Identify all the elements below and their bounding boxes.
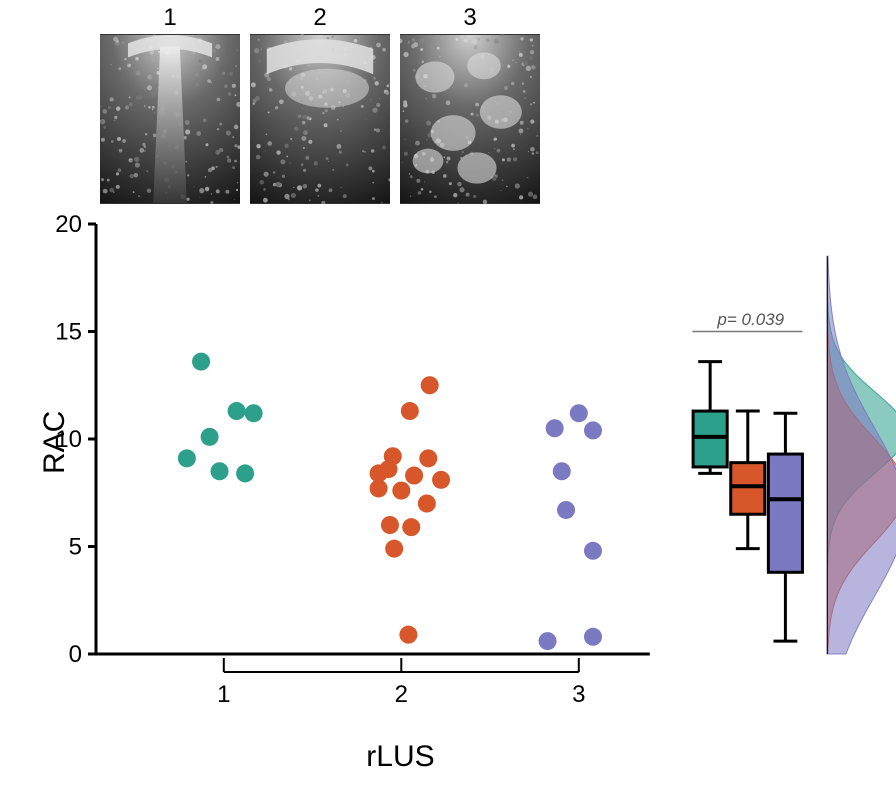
jitter-point (385, 540, 403, 558)
jitter-point (418, 495, 436, 513)
thumbnail-cell: 1 (100, 4, 240, 204)
thumbnail-label: 1 (163, 4, 176, 32)
jitter-point (399, 626, 417, 644)
box (768, 454, 802, 572)
x-axis-label: rLUS (366, 740, 434, 774)
ultrasound-thumbnail (100, 34, 240, 204)
thumbnail-label: 2 (313, 4, 326, 32)
jitter-point (192, 353, 210, 371)
box (693, 411, 727, 467)
p-value-annotation: p= 0.039 (717, 310, 784, 330)
jitter-point (401, 402, 419, 420)
jitter-point (584, 542, 602, 560)
y-tick-label: 5 (69, 534, 82, 561)
figure-root: 123 05101520123 RAC rLUS p= 0.039 (0, 0, 896, 809)
density-half-violin (827, 256, 896, 654)
plot-svg: 05101520123 (96, 214, 806, 714)
jitter-point (584, 421, 602, 439)
thumbnail-cell: 2 (250, 4, 390, 204)
jitter-point (539, 632, 557, 650)
jitter-point (370, 479, 388, 497)
ultrasound-thumbnail (400, 34, 540, 204)
y-tick-label: 20 (55, 211, 82, 238)
jitter-point (380, 460, 398, 478)
jitter-point (245, 404, 263, 422)
jitter-point (236, 464, 254, 482)
x-tick-label: 3 (572, 681, 585, 708)
jitter-point (432, 471, 450, 489)
ultrasound-thumbnail (250, 34, 390, 204)
jitter-point (178, 449, 196, 467)
jitter-point (402, 518, 420, 536)
jitter-point (392, 482, 410, 500)
jitter-point (421, 376, 439, 394)
thumbnail-label: 3 (463, 4, 476, 32)
jitter-point (405, 467, 423, 485)
thumbnail-cell: 3 (400, 4, 540, 204)
y-tick-label: 0 (69, 641, 82, 668)
jitter-point (584, 628, 602, 646)
y-axis-label: RAC (38, 411, 72, 474)
y-tick-label: 15 (55, 319, 82, 346)
x-tick-label: 2 (395, 681, 408, 708)
box (731, 463, 765, 515)
jitter-point (201, 428, 219, 446)
x-tick-label: 1 (217, 681, 230, 708)
jitter-point (228, 402, 246, 420)
jitter-point (570, 404, 588, 422)
jitter-point (546, 419, 564, 437)
plot-area: 05101520123 (96, 214, 806, 714)
jitter-point (419, 449, 437, 467)
thumbnail-row: 1 2 3 (100, 4, 540, 204)
jitter-point (211, 462, 229, 480)
jitter-point (557, 501, 575, 519)
jitter-point (553, 462, 571, 480)
jitter-point (381, 516, 399, 534)
